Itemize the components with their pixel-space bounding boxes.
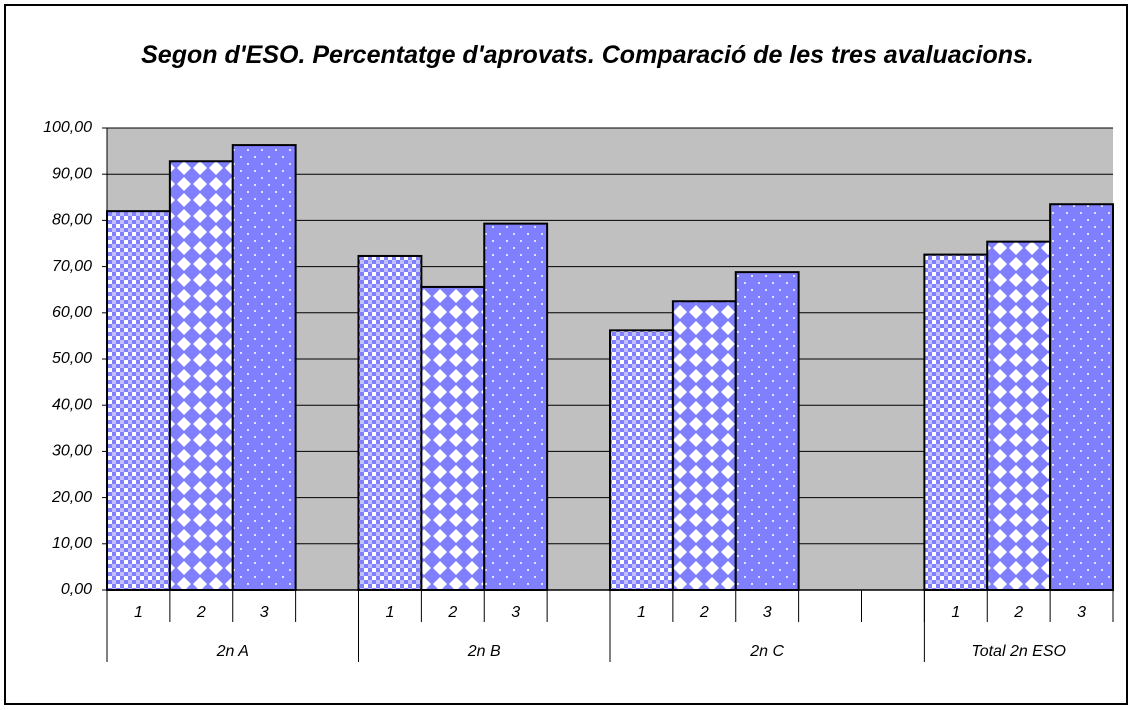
y-tick-label: 80,00 bbox=[52, 212, 92, 229]
y-tick-label: 40,00 bbox=[52, 396, 92, 413]
x-tick-label: 3 bbox=[260, 604, 269, 621]
y-tick-label: 90,00 bbox=[52, 165, 92, 182]
bar bbox=[168, 160, 234, 591]
x-tick-label: 1 bbox=[637, 604, 646, 621]
bar bbox=[986, 240, 1052, 591]
chart-title: Segon d'ESO. Percentatge d'aprovats. Com… bbox=[141, 41, 1034, 69]
group-label: 2n B bbox=[467, 643, 501, 660]
y-tick-label: 0,00 bbox=[61, 581, 92, 598]
x-tick-label: 2 bbox=[196, 604, 206, 621]
bar bbox=[231, 144, 297, 591]
bar bbox=[923, 253, 989, 591]
x-tick-label: 3 bbox=[511, 604, 520, 621]
x-tick-label: 1 bbox=[134, 604, 143, 621]
bar bbox=[420, 285, 486, 591]
chart-border bbox=[4, 4, 1128, 705]
y-tick-label: 20,00 bbox=[51, 489, 92, 506]
bar bbox=[106, 210, 171, 591]
bar bbox=[1049, 203, 1114, 591]
x-tick-label: 3 bbox=[763, 604, 772, 621]
x-tick-label: 1 bbox=[385, 604, 394, 621]
y-tick-label: 100,00 bbox=[43, 119, 92, 136]
group-label: 2n C bbox=[749, 643, 784, 660]
x-tick-label: 2 bbox=[447, 604, 457, 621]
x-tick-label: 2 bbox=[699, 604, 709, 621]
bar bbox=[357, 254, 423, 591]
y-tick-label: 30,00 bbox=[52, 443, 92, 460]
bar bbox=[671, 300, 737, 591]
x-tick-label: 1 bbox=[951, 604, 960, 621]
bar bbox=[609, 329, 674, 591]
group-label: Total 2n ESO bbox=[971, 643, 1066, 660]
x-tick-label: 2 bbox=[1013, 604, 1023, 621]
group-label: 2n A bbox=[216, 643, 249, 660]
x-tick-label: 3 bbox=[1077, 604, 1086, 621]
y-tick-label: 10,00 bbox=[52, 535, 92, 552]
bar bbox=[483, 222, 549, 591]
y-tick-label: 50,00 bbox=[52, 350, 92, 367]
y-tick-label: 70,00 bbox=[52, 258, 92, 275]
y-tick-label: 60,00 bbox=[52, 304, 92, 321]
bar bbox=[734, 271, 800, 591]
